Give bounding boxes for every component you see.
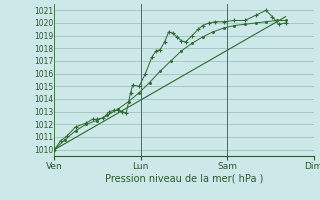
X-axis label: Pression niveau de la mer( hPa ): Pression niveau de la mer( hPa ) — [105, 173, 263, 183]
